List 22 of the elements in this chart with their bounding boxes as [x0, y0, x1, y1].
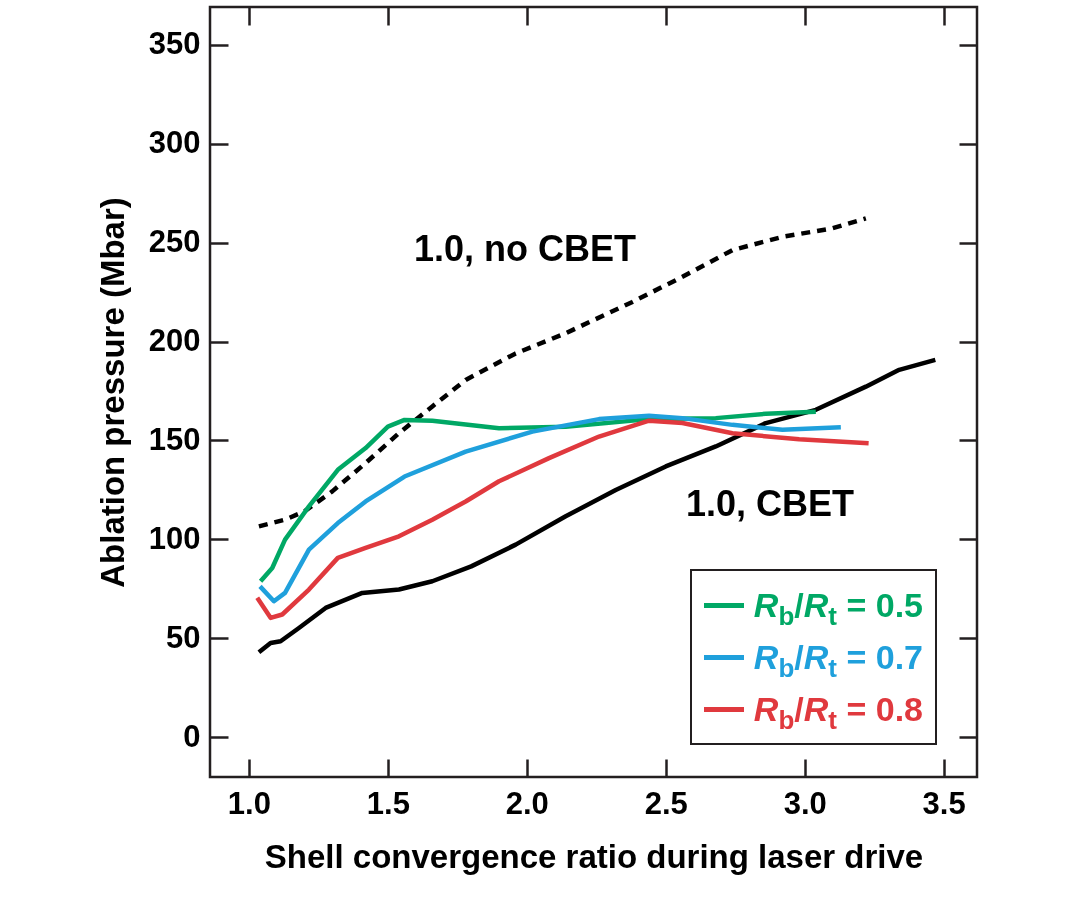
y-axis-title: Ablation pressure (Mbar)	[93, 197, 131, 588]
x-tick-label: 1.5	[366, 785, 410, 821]
annotation: 1.0, no CBET	[413, 228, 637, 269]
y-tick-label: 350	[148, 26, 201, 62]
y-tick-label: 0	[183, 718, 201, 754]
x-axis-title: Shell convergence ratio during laser drive	[264, 837, 924, 875]
y-tick-label: 200	[148, 323, 201, 359]
legend-label: R$_{b}$/R$_{t}$ = 0.5	[753, 585, 923, 631]
x-tick-label: 2.5	[644, 785, 688, 821]
legend-label: R$_{b}$/R$_{t}$ = 0.7	[753, 637, 923, 683]
y-tick-label: 250	[148, 224, 201, 260]
y-tick-label: 300	[148, 125, 201, 161]
annotation: 1.0, CBET	[685, 483, 855, 524]
y-tick-label: 50	[166, 619, 201, 655]
y-tick-label: 100	[148, 520, 201, 556]
x-tick-label: 2.0	[505, 785, 549, 821]
y-tick-label: 150	[148, 422, 201, 457]
x-tick-label: 3.0	[783, 785, 827, 821]
legend-label: R$_{b}$/R$_{t}$ = 0.8	[753, 689, 923, 735]
x-tick-label: 1.0	[227, 785, 271, 821]
line-series	[256, 216, 869, 529]
x-tick-label: 3.5	[922, 785, 966, 821]
